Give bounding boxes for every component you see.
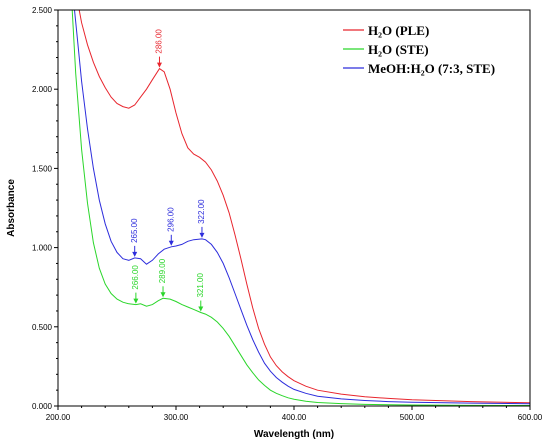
series-line-1	[78, 10, 530, 404]
peak-marker-arrow	[199, 232, 205, 238]
peak-marker-arrow	[132, 251, 138, 257]
peak-marker-arrow	[160, 292, 166, 298]
series-line-2	[71, 10, 530, 406]
peak-label: 266.00	[131, 265, 140, 290]
peak-label: 265.00	[130, 218, 139, 243]
peak-marker-arrow	[198, 306, 204, 312]
x-axis-title: Wavelength (nm)	[254, 429, 334, 440]
y-tick-label: 1.500	[32, 164, 53, 173]
peak-label: 289.00	[158, 258, 167, 283]
peak-label: 321.00	[196, 273, 205, 298]
peak-label: 322.00	[197, 199, 206, 224]
y-tick-label: 2.000	[32, 85, 53, 94]
peak-marker-arrow	[168, 240, 174, 246]
legend-label-2: H₂O (STE)	[368, 42, 429, 57]
y-tick-label: 0.000	[32, 402, 53, 411]
x-tick-label: 200.00	[46, 413, 71, 422]
series-line-3	[74, 10, 530, 405]
y-axis-title: Absorbance	[6, 179, 17, 237]
y-tick-label: 1.000	[32, 244, 53, 253]
peak-marker-arrow	[156, 62, 162, 68]
peak-label: 296.00	[166, 207, 175, 232]
legend-label-3: MeOH:H₂O (7:3, STE)	[368, 61, 495, 76]
x-tick-label: 300.00	[164, 413, 189, 422]
peak-marker-arrow	[133, 298, 139, 304]
x-tick-label: 400.00	[282, 413, 307, 422]
x-tick-label: 500.00	[400, 413, 425, 422]
x-tick-label: 600.00	[518, 413, 543, 422]
legend-label-1: H₂O (PLE)	[368, 23, 429, 38]
y-tick-label: 2.500	[32, 6, 53, 15]
peak-label: 286.00	[155, 29, 164, 54]
y-tick-label: 0.500	[32, 323, 53, 332]
legend: H₂O (PLE) H₂O (STE) MeOH:H₂O (7:3, STE)	[343, 23, 495, 76]
